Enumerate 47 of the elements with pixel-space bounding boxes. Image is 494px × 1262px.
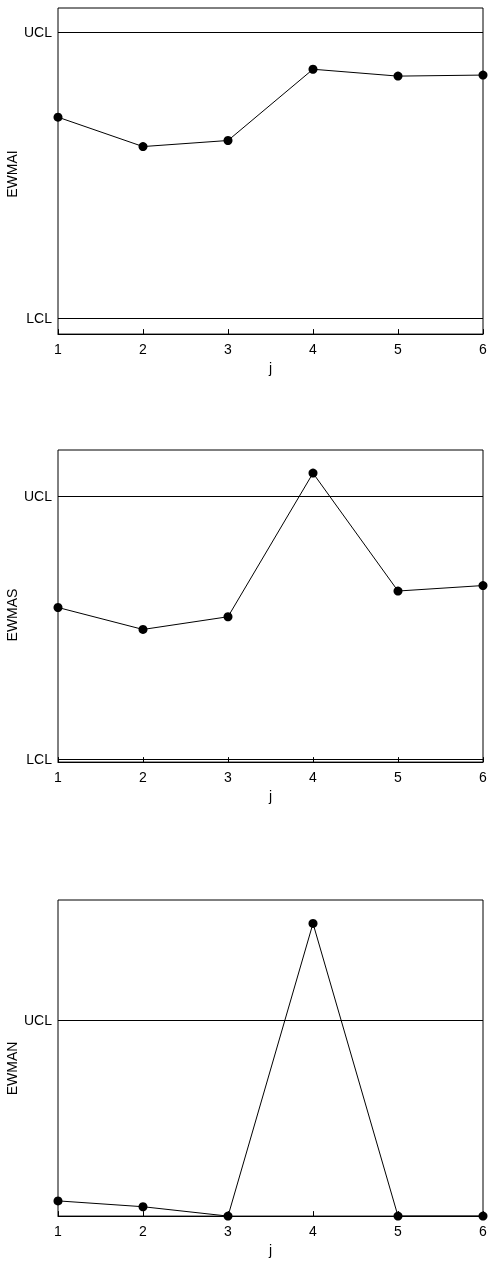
point xyxy=(308,918,318,928)
x-tick-label: 1 xyxy=(54,769,63,786)
x-tick-label: 3 xyxy=(224,769,233,786)
x-tick-label: 2 xyxy=(139,341,148,358)
x-tick-label: 2 xyxy=(139,1223,148,1240)
point xyxy=(53,112,63,122)
point xyxy=(308,468,318,478)
point xyxy=(478,581,488,591)
point xyxy=(138,624,148,634)
point xyxy=(138,142,148,152)
point xyxy=(478,70,488,80)
x-tick-label: 1 xyxy=(54,1223,63,1240)
x-tick-label: 3 xyxy=(224,341,233,358)
ref-line-label: LCL xyxy=(26,751,53,768)
x-tick-label: 1 xyxy=(54,341,63,358)
point xyxy=(478,1211,488,1221)
x-tick-label: 4 xyxy=(309,341,318,358)
point xyxy=(223,1211,233,1221)
x-axis-title: j xyxy=(267,360,273,376)
y-axis-title: EWMAN xyxy=(4,1041,20,1096)
y-axis-title: EWMAI xyxy=(4,150,20,198)
point xyxy=(53,1196,63,1206)
x-tick-label: 4 xyxy=(309,769,318,786)
ref-line-label: LCL xyxy=(26,310,53,327)
x-tick-label: 4 xyxy=(309,1223,318,1240)
x-tick-label: 6 xyxy=(479,341,488,358)
point xyxy=(138,1202,148,1212)
y-axis-title: EWMAS xyxy=(4,588,20,642)
point xyxy=(393,586,403,596)
x-tick-label: 6 xyxy=(479,1223,488,1240)
point xyxy=(308,64,318,74)
x-tick-label: 3 xyxy=(224,1223,233,1240)
x-tick-label: 2 xyxy=(139,769,148,786)
point xyxy=(223,135,233,145)
x-tick-label: 6 xyxy=(479,769,488,786)
point xyxy=(393,71,403,81)
point xyxy=(53,603,63,612)
ref-line-label: UCL xyxy=(23,24,53,41)
x-axis-title: j xyxy=(267,788,273,804)
x-tick-label: 5 xyxy=(394,341,403,358)
x-axis-title: j xyxy=(267,1242,273,1258)
x-tick-label: 5 xyxy=(394,769,403,786)
ref-line-label: UCL xyxy=(23,1012,53,1028)
x-tick-label: 5 xyxy=(394,1223,403,1240)
point xyxy=(393,1211,403,1221)
ref-line-label: UCL xyxy=(23,488,53,505)
point xyxy=(223,612,233,622)
